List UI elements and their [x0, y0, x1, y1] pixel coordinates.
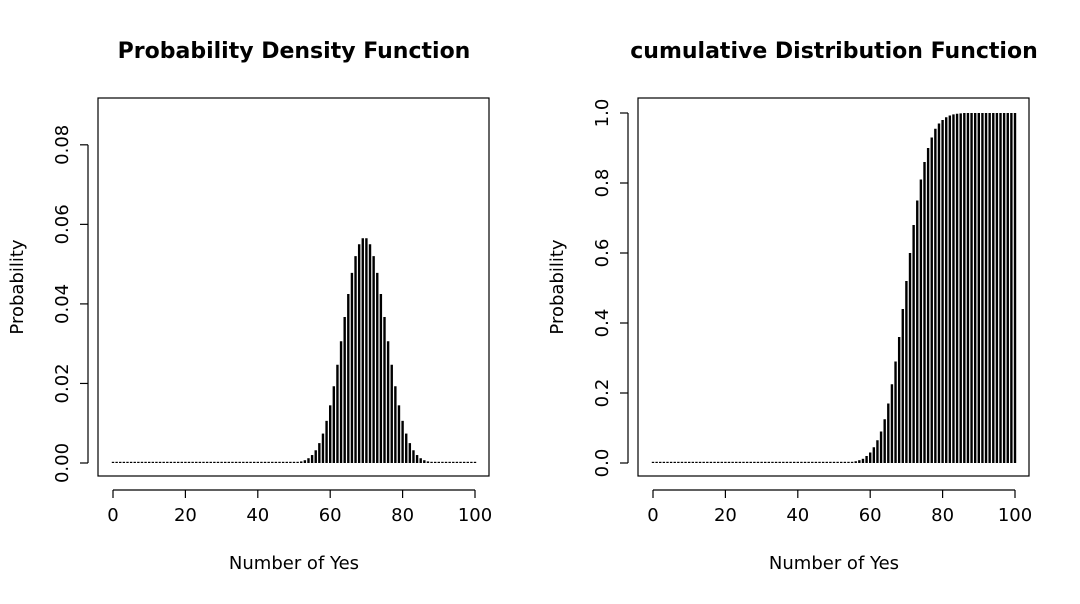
cdf-x-tick-label: 40 [786, 505, 809, 526]
pdf-x-tick-label: 40 [246, 505, 269, 526]
pdf-x-tick-label: 20 [174, 505, 197, 526]
pdf-y-axis: 0.00 0.02 0.04 0.06 0.08 [52, 125, 89, 483]
pdf-y-tick-label: 0.02 [52, 363, 73, 403]
pdf-y-tick-label: 0.04 [52, 284, 73, 324]
cdf-x-axis-label: Number of Yes [769, 553, 899, 574]
cdf-plot-frame [637, 97, 1030, 477]
cdf-y-tick-label: 1.0 [592, 99, 613, 128]
pdf-title: Probability Density Function [118, 39, 471, 64]
pdf-x-tick-label: 0 [107, 505, 118, 526]
pdf-x-tick-label: 100 [458, 505, 492, 526]
cdf-title: cumulative Distribution Function [630, 39, 1038, 64]
pdf-x-axis: 0 20 40 60 80 100 [107, 489, 492, 526]
cdf-y-tick-label: 0.6 [592, 239, 613, 268]
pdf-x-axis-label: Number of Yes [229, 553, 359, 574]
cdf-x-tick-label: 60 [859, 505, 882, 526]
cdf-panel: cumulative Distribution Function Number … [547, 39, 1038, 574]
pdf-y-tick-label: 0.00 [52, 443, 73, 483]
cdf-y-tick-label: 0.2 [592, 379, 613, 408]
pdf-x-tick-label: 80 [391, 505, 414, 526]
pdf-y-axis-label: Probability [7, 239, 28, 334]
cdf-x-tick-label: 100 [998, 505, 1032, 526]
cdf-y-axis: 0.0 0.2 0.4 0.6 0.8 1.0 [592, 99, 629, 478]
pdf-bars [111, 238, 477, 463]
cdf-bars [651, 113, 1017, 463]
cdf-y-tick-label: 0.4 [592, 309, 613, 338]
pdf-panel: Probability Density Function Number of Y… [7, 39, 492, 574]
pdf-plot-frame [97, 97, 490, 477]
cdf-x-axis: 0 20 40 60 80 100 [647, 489, 1032, 526]
pdf-y-tick-label: 0.08 [52, 125, 73, 165]
cdf-x-tick-label: 0 [647, 505, 658, 526]
pdf-y-tick-label: 0.06 [52, 204, 73, 244]
cdf-x-tick-label: 20 [714, 505, 737, 526]
cdf-y-tick-label: 0.0 [592, 449, 613, 478]
cdf-y-tick-label: 0.8 [592, 169, 613, 198]
cdf-x-tick-label: 80 [931, 505, 954, 526]
pdf-x-tick-label: 60 [319, 505, 342, 526]
cdf-y-axis-label: Probability [547, 239, 568, 334]
